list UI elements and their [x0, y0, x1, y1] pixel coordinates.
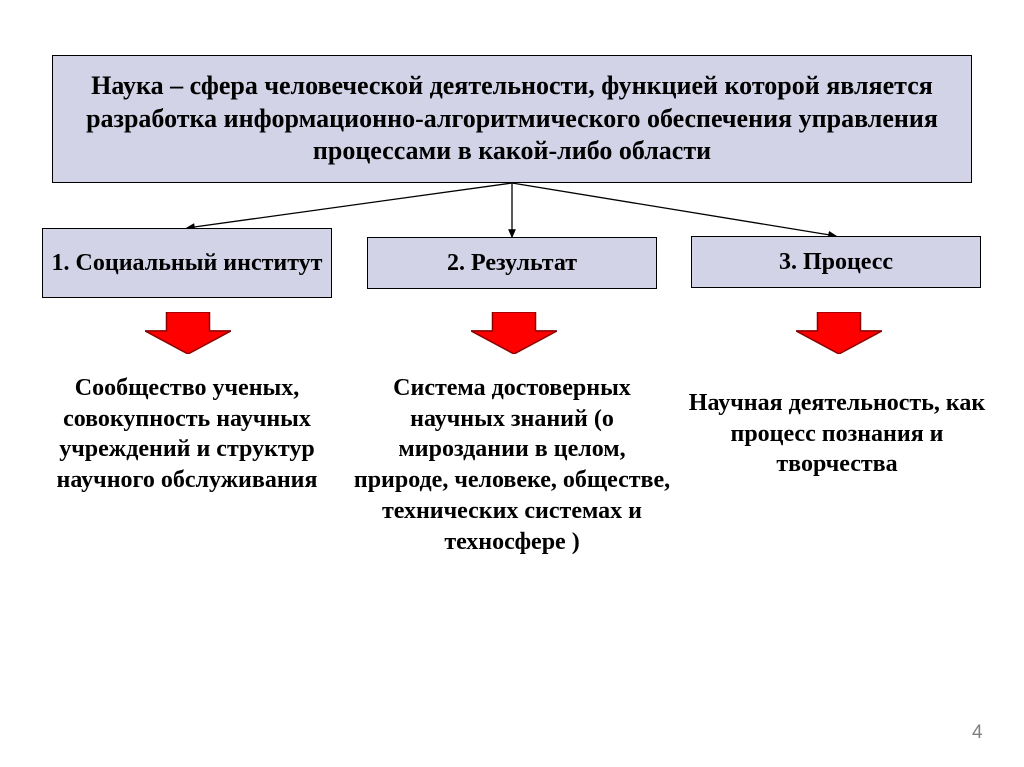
main-definition-text: Наука – сфера человеческой деятельности,…	[73, 70, 951, 168]
description-3: Научная деятельность, как процесс познан…	[678, 388, 996, 480]
page-number: 4	[972, 722, 983, 744]
block-arrow-3	[796, 312, 882, 354]
description-text: Система достоверных научных знаний (о ми…	[354, 375, 670, 555]
block-arrow-1	[145, 312, 231, 354]
main-definition-box: Наука – сфера человеческой деятельности,…	[52, 55, 972, 183]
category-box-3: 3. Процесс	[691, 236, 981, 288]
block-arrow-2	[471, 312, 557, 354]
category-label: 2. Результат	[447, 249, 577, 278]
category-label: 3. Процесс	[779, 248, 893, 277]
description-2: Система достоверных научных знаний (о ми…	[352, 373, 672, 557]
description-1: Сообщество ученых, совокупность научных …	[28, 373, 346, 496]
description-text: Сообщество ученых, совокупность научных …	[57, 375, 318, 493]
category-box-2: 2. Результат	[367, 237, 657, 289]
description-text: Научная деятельность, как процесс познан…	[689, 390, 985, 477]
page-number-text: 4	[972, 722, 983, 743]
category-label: 1. Социальный институт	[52, 249, 323, 278]
category-box-1: 1. Социальный институт	[42, 228, 332, 298]
